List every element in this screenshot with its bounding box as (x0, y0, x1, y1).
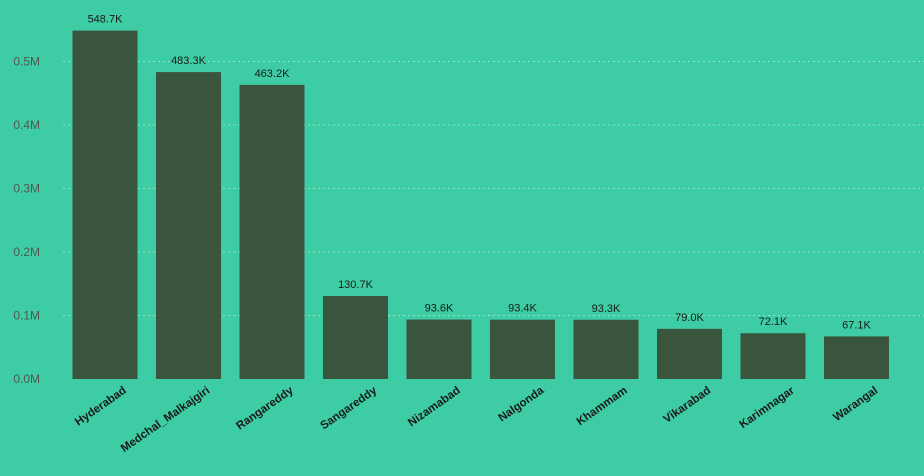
bar (490, 319, 555, 379)
gridlines (63, 61, 924, 316)
y-tick-label: 0.2M (13, 245, 40, 259)
data-label: 93.3K (592, 303, 621, 315)
x-tick-label: Karimnagar (737, 384, 797, 431)
x-tick-label: Warangal (831, 385, 880, 424)
x-tick-label: Khammam (575, 385, 630, 429)
data-label: 463.2K (255, 68, 291, 80)
x-tick-label: Sangareddy (318, 384, 379, 432)
bar (72, 30, 138, 379)
bar (657, 328, 722, 379)
data-label: 130.7K (338, 279, 374, 291)
y-tick-label: 0.5M (13, 55, 40, 69)
bar (239, 84, 305, 380)
bar (740, 333, 806, 379)
data-label: 72.1K (759, 316, 788, 328)
x-tick-label: Vikarabad (661, 385, 713, 426)
data-label: 93.6K (425, 303, 454, 315)
y-tick-label: 0.0M (13, 372, 40, 386)
x-tick-label: Medchal_Malkajgiri (119, 385, 212, 455)
bars (72, 30, 889, 380)
data-label: 93.4K (508, 303, 537, 315)
x-tick-label: Nizamabad (406, 385, 463, 430)
bar (323, 296, 388, 379)
bar (824, 336, 889, 379)
data-label: 79.0K (675, 312, 704, 324)
x-tick-label: Rangareddy (234, 384, 296, 432)
bar (406, 319, 472, 379)
x-tick-label: Nalgonda (496, 384, 546, 424)
y-tick-label: 0.4M (13, 118, 40, 132)
data-labels: 548.7K 483.3K 463.2K 130.7K 93.6K 93.4K 93.3K 7… (88, 14, 872, 332)
bar (573, 319, 639, 379)
y-tick-label: 0.3M (13, 182, 40, 196)
data-label: 67.1K (842, 319, 871, 331)
x-tick-label: Hyderabad (73, 385, 129, 429)
y-tick-label: 0.1M (13, 309, 40, 323)
y-axis: 0.0M 0.1M 0.2M 0.3M 0.4M 0.5M (13, 55, 40, 387)
bar (156, 72, 221, 380)
data-label: 483.3K (171, 55, 207, 67)
data-label: 548.7K (88, 14, 124, 26)
